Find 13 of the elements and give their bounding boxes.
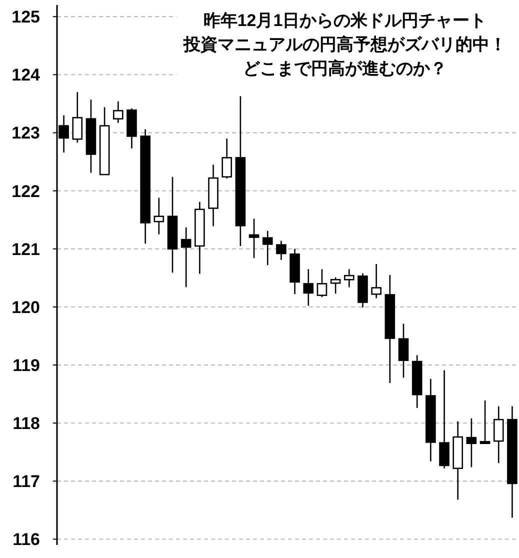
- y-tick-label: 125: [12, 8, 40, 27]
- text: 投資マニュアルの円高予想がズバリ的中！: [182, 35, 506, 54]
- y-tick-label: 116: [12, 530, 40, 550]
- y-tick-label: 117: [12, 472, 40, 492]
- y-tick-label: 120: [12, 298, 40, 317]
- y-tick-label: 118: [12, 414, 40, 434]
- y-tick-label: 122: [12, 182, 40, 201]
- y-tick-label: 121: [12, 240, 40, 259]
- y-tick-label: 119: [12, 356, 40, 375]
- chart-title: 昨年12月1日からの米ドル円チャート: [203, 11, 487, 30]
- y-tick-label: 123: [12, 124, 40, 143]
- y-tick-label: 124: [12, 66, 41, 85]
- annotation: どこまで円高が進むのか？: [243, 59, 447, 78]
